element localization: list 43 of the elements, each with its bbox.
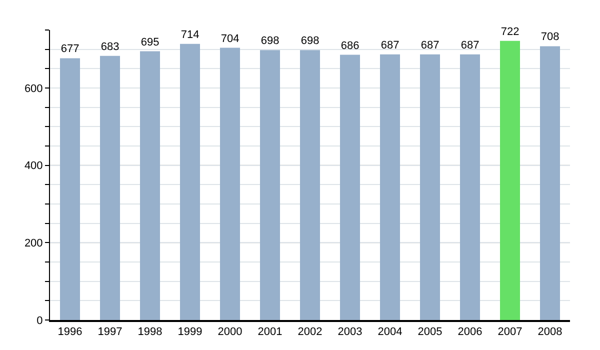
- x-tick-label: 2000: [218, 326, 242, 338]
- x-tick-label: 1996: [58, 326, 82, 338]
- data-label: 686: [340, 40, 360, 52]
- y-tick-label: 0: [36, 314, 43, 327]
- y-tick-label: 600: [24, 82, 43, 95]
- data-label: 714: [180, 28, 200, 41]
- data-label: 708: [540, 31, 560, 44]
- x-tick-label: 2004: [378, 326, 402, 338]
- bar: [540, 46, 560, 320]
- data-label: 704: [220, 32, 240, 45]
- bar: [60, 58, 80, 320]
- x-tick-label: 1997: [98, 326, 122, 338]
- bar: [180, 44, 200, 320]
- data-label: 687: [420, 39, 440, 52]
- bar: [300, 50, 320, 320]
- x-tick-label: 2007: [498, 326, 522, 338]
- x-tick-label: 2001: [258, 326, 282, 338]
- bar: [340, 54, 360, 320]
- bar: [500, 40, 520, 320]
- x-tick-label: 2005: [418, 326, 442, 338]
- data-label: 695: [140, 36, 160, 48]
- data-label: 698: [260, 35, 280, 48]
- y-tick-label: 200: [24, 238, 43, 250]
- x-tick-label: 1999: [178, 326, 202, 338]
- bar: [100, 56, 120, 320]
- x-tick-label: 2002: [298, 326, 322, 338]
- data-label: 722: [500, 26, 520, 38]
- data-label: 683: [100, 40, 120, 53]
- bar: [420, 54, 440, 320]
- y-tick-label: 400: [24, 160, 43, 172]
- data-label: 677: [60, 43, 80, 56]
- x-tick-label: 2008: [538, 326, 562, 338]
- data-label: 687: [380, 39, 400, 52]
- bar: [140, 51, 160, 320]
- x-tick-label: 1998: [138, 326, 162, 338]
- bar: [380, 54, 400, 320]
- bar: [260, 50, 280, 320]
- x-tick-label: 2003: [338, 326, 362, 338]
- data-label: 687: [460, 39, 480, 52]
- data-label: 698: [300, 35, 320, 48]
- bar: [460, 54, 480, 320]
- x-tick-label: 2006: [458, 326, 482, 338]
- bar: [220, 48, 240, 320]
